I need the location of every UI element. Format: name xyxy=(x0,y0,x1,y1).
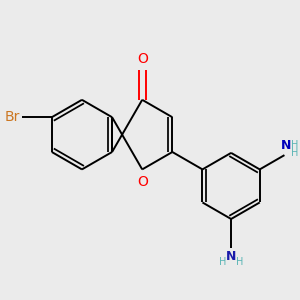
Text: Br: Br xyxy=(4,110,20,124)
Text: H: H xyxy=(219,257,226,267)
Text: H: H xyxy=(292,140,299,150)
Text: O: O xyxy=(137,52,148,66)
Text: H: H xyxy=(292,148,299,158)
Text: N: N xyxy=(280,140,291,152)
Text: O: O xyxy=(137,175,148,189)
Text: N: N xyxy=(226,250,236,263)
Text: H: H xyxy=(236,257,244,267)
